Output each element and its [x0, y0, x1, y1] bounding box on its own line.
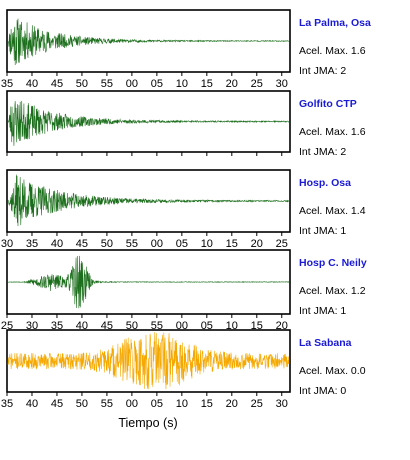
panel-frame [6, 329, 291, 393]
x-tick-label: 35 [26, 238, 38, 250]
int-jma-label: Int JMA: 0 [299, 385, 346, 397]
x-tick-label: 20 [226, 398, 238, 410]
seismogram-trace [7, 255, 290, 309]
panel-frame [6, 249, 291, 315]
station-name: Golfito CTP [299, 98, 357, 110]
x-tick-label: 30 [1, 238, 13, 250]
x-tick-label: 10 [176, 78, 188, 90]
x-tick-label: 40 [76, 320, 88, 332]
x-tick-label: 30 [276, 398, 288, 410]
x-tick-label: 30 [276, 78, 288, 90]
seismogram-panel: 25 30 35 40 45 50 55 00 05 10 15 20 Hosp C. Neily Ace… [1, 249, 367, 332]
x-tick-label: 00 [126, 78, 138, 90]
x-tick-label: 15 [251, 320, 263, 332]
x-tick-label: 40 [51, 238, 63, 250]
int-jma-label: Int JMA: 1 [299, 305, 346, 317]
x-tick-label: 50 [76, 398, 88, 410]
seismogram-panel: Golfito CTP Acel. Max. 1.6 Int JMA: 2 [6, 90, 366, 158]
x-tick-label: 25 [251, 398, 263, 410]
x-tick-label: 35 [1, 78, 13, 90]
x-tick-label: 10 [176, 398, 188, 410]
x-tick-label: 05 [176, 238, 188, 250]
x-tick-label: 45 [51, 78, 63, 90]
x-tick-label: 00 [151, 238, 163, 250]
x-tick-label: 55 [101, 78, 113, 90]
x-tick-label: 50 [76, 78, 88, 90]
station-name: Hosp. Osa [299, 177, 351, 189]
x-tick-label: 25 [1, 320, 13, 332]
x-tick-label: 45 [76, 238, 88, 250]
x-tick-label: 05 [151, 398, 163, 410]
panels-group: 35 40 45 50 55 00 05 10 15 20 25 30 La Palma, Osa Ace… [1, 9, 371, 410]
x-axis-title: Tiempo (s) [118, 416, 177, 430]
x-tick-label: 10 [201, 238, 213, 250]
int-jma-label: Int JMA: 1 [299, 225, 346, 237]
x-tick-label: 55 [126, 238, 138, 250]
panel-frame [6, 9, 291, 73]
x-tick-label: 20 [251, 238, 263, 250]
x-tick-label: 50 [101, 238, 113, 250]
x-tick-label: 10 [226, 320, 238, 332]
x-tick-label: 20 [226, 78, 238, 90]
x-tick-label: 25 [276, 238, 288, 250]
seismogram-panel: 35 40 45 50 55 00 05 10 15 20 25 30 La Palma, Osa Ace… [1, 9, 371, 90]
x-tick-label: 55 [151, 320, 163, 332]
int-jma-label: Int JMA: 2 [299, 65, 346, 77]
x-tick-label: 55 [101, 398, 113, 410]
x-tick-label: 30 [26, 320, 38, 332]
x-tick-label: 50 [126, 320, 138, 332]
x-tick-label: 40 [26, 398, 38, 410]
seismogram-trace [7, 174, 290, 227]
x-tick-label: 45 [101, 320, 113, 332]
panel-frame [6, 169, 291, 233]
int-jma-label: Int JMA: 2 [299, 146, 346, 158]
acel-max-label: Acel. Max. 0.0 [299, 365, 366, 377]
x-tick-label: 15 [201, 78, 213, 90]
acel-max-label: Acel. Max. 1.2 [299, 285, 366, 297]
x-tick-label: 15 [226, 238, 238, 250]
seismogram-trace [7, 100, 290, 146]
x-tick-label: 35 [51, 320, 63, 332]
seismogram-panel: 35 40 45 50 55 00 05 10 15 20 25 30 La Sabana Acel. M… [1, 329, 366, 410]
x-tick-label: 40 [26, 78, 38, 90]
station-name: La Palma, Osa [299, 17, 371, 29]
seismogram-panel: 30 35 40 45 50 55 00 05 10 15 20 25 Hosp. Osa Acel. M… [1, 169, 366, 250]
seismogram-trace [7, 18, 290, 65]
station-name: La Sabana [299, 337, 352, 349]
x-tick-label: 00 [176, 320, 188, 332]
panel-frame [6, 90, 291, 153]
x-tick-label: 25 [251, 78, 263, 90]
x-tick-label: 15 [201, 398, 213, 410]
x-tick-label: 05 [201, 320, 213, 332]
acel-max-label: Acel. Max. 1.6 [299, 126, 366, 138]
acel-max-label: Acel. Max. 1.6 [299, 45, 366, 57]
x-tick-label: 20 [276, 320, 288, 332]
x-tick-label: 05 [151, 78, 163, 90]
acel-max-label: Acel. Max. 1.4 [299, 205, 366, 217]
station-name: Hosp C. Neily [299, 257, 367, 269]
seismogram-trace [7, 332, 290, 390]
x-tick-label: 00 [126, 398, 138, 410]
x-tick-label: 35 [1, 398, 13, 410]
x-tick-label: 45 [51, 398, 63, 410]
